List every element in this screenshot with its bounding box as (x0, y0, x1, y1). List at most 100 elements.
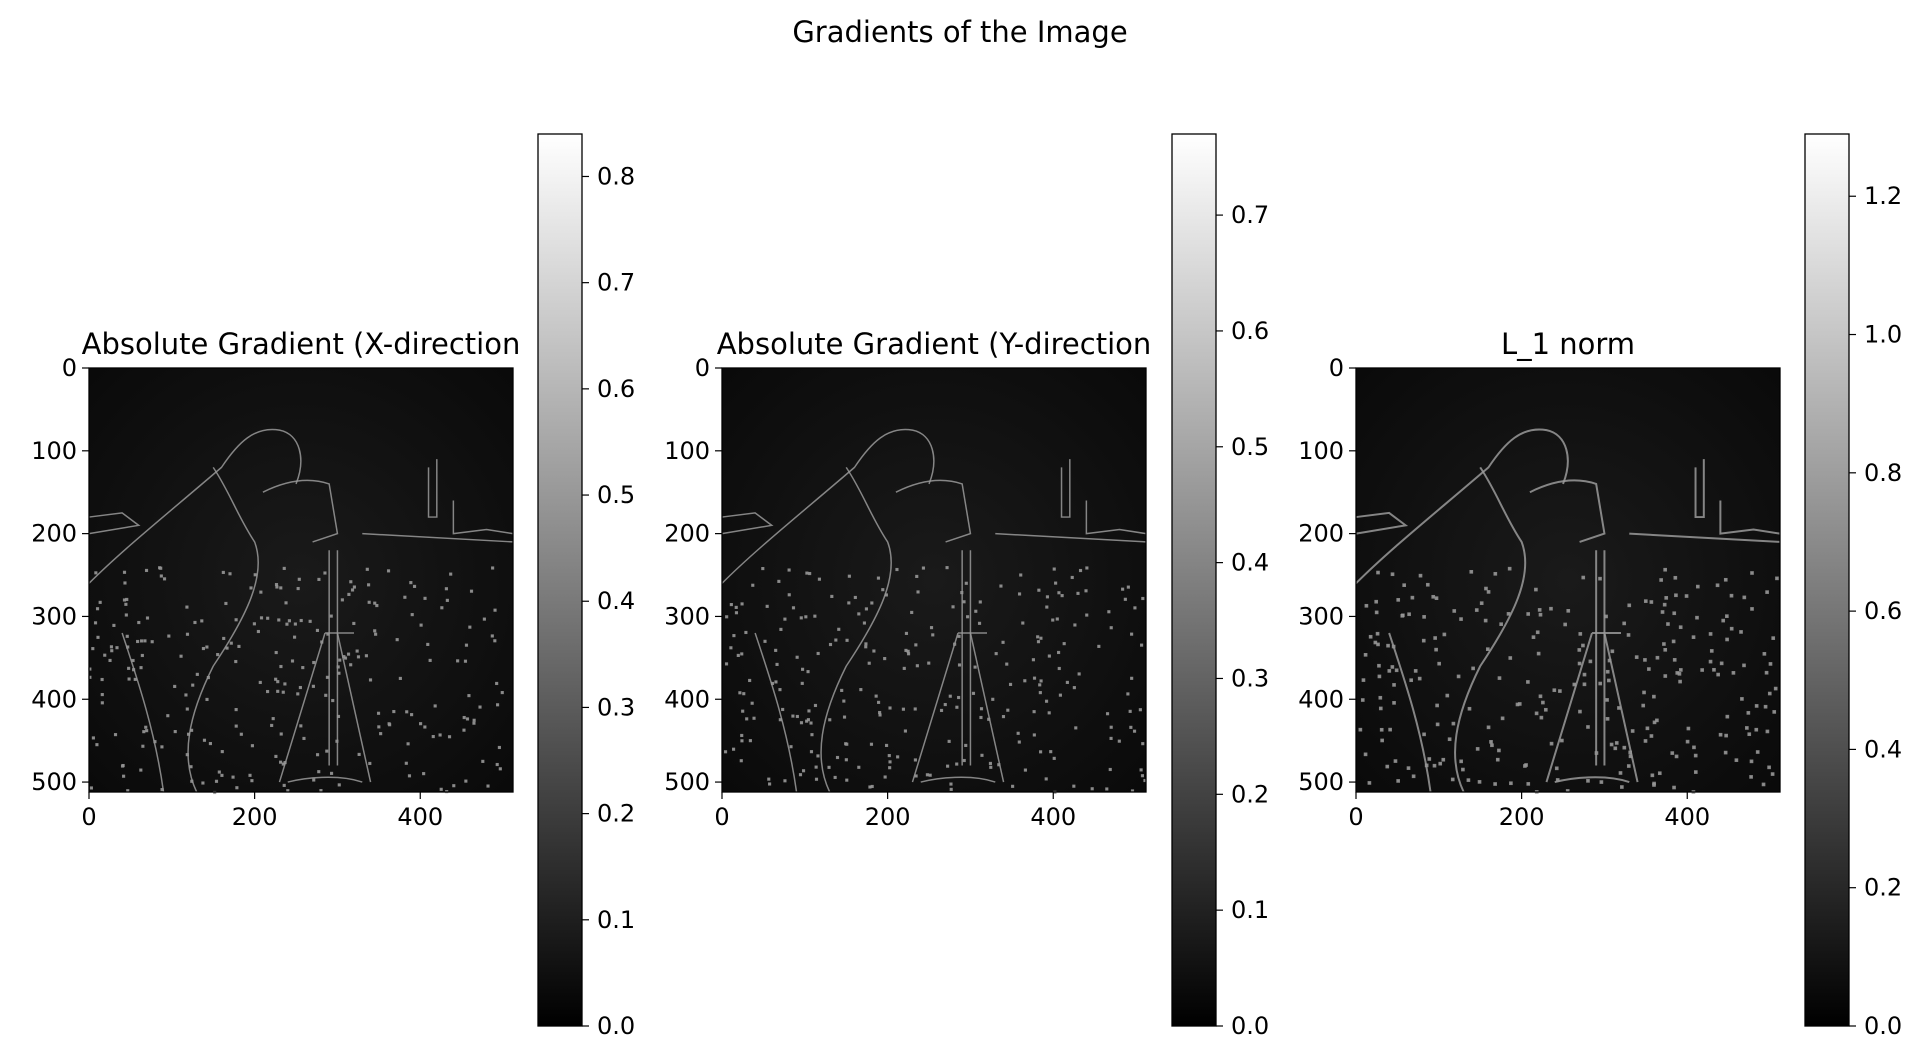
noise-dot (320, 640, 324, 644)
noise-dot (1363, 653, 1368, 657)
noise-dot (1039, 750, 1043, 754)
noise-dot (205, 697, 209, 702)
noise-dot (999, 584, 1003, 588)
noise-dot (1128, 709, 1132, 713)
x-tick-label: 0 (714, 803, 729, 831)
noise-dot (910, 610, 914, 615)
noise-dot (266, 689, 270, 694)
noise-dot (1123, 597, 1127, 601)
noise-dot (847, 574, 851, 578)
noise-dot (1678, 625, 1683, 630)
heatmap-image (721, 368, 1147, 794)
axes-frame (88, 367, 514, 793)
noise-dot (1038, 683, 1042, 687)
noise-dot (745, 717, 749, 721)
noise-dot (1450, 777, 1455, 782)
colorbar-tick-label: 0.0 (597, 1012, 635, 1040)
noise-dot (1367, 781, 1372, 785)
noise-dot (864, 607, 868, 611)
noise-dot (1539, 715, 1544, 720)
noise-dot (1109, 736, 1113, 740)
noise-dot (857, 765, 861, 769)
noise-dot (410, 613, 414, 617)
figure-suptitle: Gradients of the Image (792, 15, 1127, 49)
noise-dot (1718, 732, 1723, 737)
noise-dot (1433, 636, 1437, 640)
noise-dot (329, 614, 333, 618)
noise-dot (1062, 642, 1066, 646)
noise-dot (731, 747, 736, 751)
noise-dot (1767, 691, 1772, 696)
noise-dot (109, 645, 114, 649)
noise-dot (895, 567, 899, 572)
noise-dot (386, 569, 391, 573)
noise-dot (844, 758, 848, 762)
noise-dot (222, 636, 226, 641)
noise-dot (1578, 709, 1582, 714)
noise-dot (1437, 661, 1441, 666)
noise-dot (173, 684, 177, 689)
noise-dot (1368, 634, 1373, 639)
noise-dot (126, 645, 130, 649)
y-tick-label: 0 (1329, 354, 1344, 382)
y-tick-label: 500 (664, 768, 710, 796)
noise-dot (816, 754, 820, 758)
edge-stroke (287, 776, 363, 783)
noise-dot (287, 619, 291, 623)
noise-dot (870, 601, 874, 605)
noise-dot (1005, 662, 1009, 666)
noise-dot (426, 642, 430, 646)
noise-dot (452, 784, 456, 788)
noise-dot (438, 733, 442, 737)
noise-dot (357, 752, 361, 756)
noise-dot (787, 593, 791, 597)
noise-dot (1672, 658, 1677, 662)
noise-dot (1037, 588, 1041, 592)
noise-dot (298, 685, 302, 690)
noise-dot (1479, 601, 1484, 606)
noise-dot (142, 730, 146, 734)
noise-dot (1659, 578, 1663, 582)
colorbar-tick-label: 0.2 (1864, 874, 1902, 902)
noise-dot (200, 619, 204, 623)
noise-dot (869, 742, 874, 746)
noise-dot (428, 658, 432, 662)
noise-dot (1107, 610, 1111, 614)
noise-dot (1761, 782, 1766, 787)
noise-dot (283, 682, 287, 686)
noise-dot (1073, 623, 1077, 627)
noise-dot (1549, 606, 1553, 611)
noise-dot (1677, 672, 1682, 676)
noise-dot (208, 741, 213, 746)
noise-dot (1486, 590, 1491, 594)
noise-dot (1678, 679, 1682, 684)
noise-dot (1509, 781, 1513, 786)
noise-dot (1536, 651, 1541, 656)
noise-dot (1438, 761, 1443, 766)
noise-dot (335, 739, 339, 743)
noise-dot (143, 639, 147, 643)
y-tick-label: 500 (1298, 768, 1344, 796)
noise-dot (781, 707, 785, 712)
noise-dot (234, 724, 238, 728)
noise-dot (868, 785, 872, 789)
noise-dot (1500, 716, 1505, 721)
noise-dot (352, 585, 356, 589)
noise-dot (1754, 704, 1759, 708)
noise-dot (253, 573, 257, 577)
noise-dot (1723, 750, 1728, 755)
noise-dot (1364, 603, 1369, 608)
noise-dot (153, 740, 157, 744)
noise-dot (1655, 718, 1659, 723)
noise-dot (319, 788, 323, 793)
noise-dot (1763, 704, 1768, 709)
noise-dot (1749, 759, 1754, 764)
colorbar: 0.0 0.1 0.2 0.3 0.4 0.5 0.6 0.7 (1171, 133, 1269, 1040)
noise-dot (1435, 703, 1439, 708)
noise-dot (741, 709, 745, 713)
noise-dot (928, 773, 932, 777)
noise-dot (888, 766, 892, 770)
noise-dot (1666, 622, 1670, 626)
noise-dot (1742, 595, 1747, 600)
noise-dot (277, 618, 281, 622)
